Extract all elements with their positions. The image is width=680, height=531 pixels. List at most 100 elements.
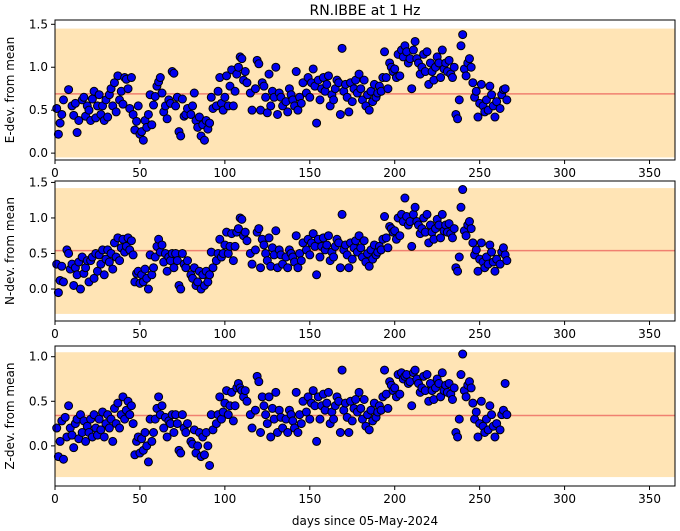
x-tick-label: 0 bbox=[51, 327, 59, 341]
data-point bbox=[186, 109, 196, 119]
data-point bbox=[337, 365, 347, 375]
data-point bbox=[500, 378, 510, 388]
data-point bbox=[329, 414, 339, 424]
data-point bbox=[99, 432, 109, 442]
data-point bbox=[476, 238, 486, 248]
y-tick-label: 1.0 bbox=[29, 211, 48, 225]
data-point bbox=[128, 250, 138, 260]
data-point bbox=[283, 263, 293, 273]
data-point bbox=[222, 71, 232, 81]
data-point bbox=[256, 427, 266, 437]
data-point bbox=[199, 450, 209, 460]
y-axis-label: E-dev. from mean bbox=[3, 37, 17, 143]
data-point bbox=[169, 68, 179, 78]
data-point bbox=[113, 398, 123, 408]
data-point bbox=[471, 86, 481, 96]
data-point bbox=[176, 448, 186, 458]
data-point bbox=[126, 401, 136, 411]
data-point bbox=[381, 233, 391, 243]
data-point bbox=[162, 114, 172, 124]
data-point bbox=[456, 370, 466, 380]
data-point bbox=[138, 135, 148, 145]
data-point bbox=[502, 410, 512, 420]
data-point bbox=[322, 240, 332, 250]
data-point bbox=[64, 401, 74, 411]
data-point bbox=[407, 401, 417, 411]
data-point bbox=[312, 436, 322, 446]
x-tick-label: 50 bbox=[132, 327, 147, 341]
data-point bbox=[193, 441, 203, 451]
subplot-1: 0 50 100 150 200 250 300 350 0.0 0.5 1.0 1.5 E-dev. … bbox=[3, 17, 676, 180]
data-point bbox=[456, 41, 466, 51]
data-point bbox=[264, 69, 274, 79]
data-point bbox=[356, 243, 366, 253]
data-point bbox=[344, 107, 354, 117]
data-point bbox=[193, 277, 203, 287]
data-point bbox=[240, 227, 250, 237]
data-point bbox=[58, 95, 68, 105]
data-point bbox=[422, 370, 432, 380]
data-point bbox=[162, 432, 172, 442]
data-point bbox=[169, 263, 179, 273]
data-point bbox=[172, 419, 182, 429]
data-point bbox=[169, 427, 179, 437]
data-point bbox=[335, 109, 345, 119]
data-point bbox=[172, 256, 182, 266]
data-point bbox=[354, 387, 364, 397]
data-point bbox=[356, 403, 366, 413]
data-point bbox=[364, 105, 374, 115]
data-point bbox=[259, 401, 269, 411]
data-point bbox=[220, 92, 230, 102]
data-point bbox=[79, 92, 89, 102]
data-point bbox=[74, 115, 84, 125]
data-point bbox=[177, 410, 187, 420]
data-point bbox=[436, 73, 446, 83]
data-point bbox=[364, 425, 374, 435]
data-point bbox=[337, 209, 347, 219]
data-point bbox=[228, 256, 238, 266]
data-point bbox=[140, 264, 150, 274]
data-point bbox=[485, 401, 495, 411]
data-point bbox=[356, 84, 366, 94]
data-point bbox=[242, 78, 252, 88]
data-point bbox=[96, 425, 106, 435]
data-point bbox=[296, 256, 306, 266]
data-point bbox=[250, 405, 260, 415]
data-point bbox=[99, 270, 109, 280]
data-point bbox=[383, 84, 393, 94]
data-point bbox=[123, 84, 133, 94]
data-point bbox=[410, 36, 420, 46]
data-point bbox=[471, 245, 481, 255]
data-point bbox=[437, 45, 447, 55]
subplot-2: 0 50 100 150 200 250 300 350 0.0 0.5 1.0 1.5 N-dev. … bbox=[3, 175, 676, 341]
data-point bbox=[69, 443, 79, 453]
data-point bbox=[108, 264, 118, 274]
data-point bbox=[149, 427, 159, 437]
data-point bbox=[57, 109, 67, 119]
data-point bbox=[94, 90, 104, 100]
data-point bbox=[471, 407, 481, 417]
data-point bbox=[456, 202, 466, 212]
data-point bbox=[458, 349, 468, 359]
data-point bbox=[380, 47, 390, 57]
data-point bbox=[347, 97, 357, 107]
data-point bbox=[208, 263, 218, 273]
data-point bbox=[75, 284, 85, 294]
data-point bbox=[381, 389, 391, 399]
data-point bbox=[247, 423, 257, 433]
data-point bbox=[125, 410, 135, 420]
data-point bbox=[468, 398, 478, 408]
data-point bbox=[283, 107, 293, 117]
data-point bbox=[271, 387, 281, 397]
data-point bbox=[149, 263, 159, 273]
data-point bbox=[354, 69, 364, 79]
data-point bbox=[380, 365, 390, 375]
data-point bbox=[395, 71, 405, 81]
data-point bbox=[143, 284, 153, 294]
data-point bbox=[473, 432, 483, 442]
data-point bbox=[103, 112, 113, 122]
data-point bbox=[495, 103, 505, 113]
data-point bbox=[473, 112, 483, 122]
data-point bbox=[205, 460, 215, 470]
